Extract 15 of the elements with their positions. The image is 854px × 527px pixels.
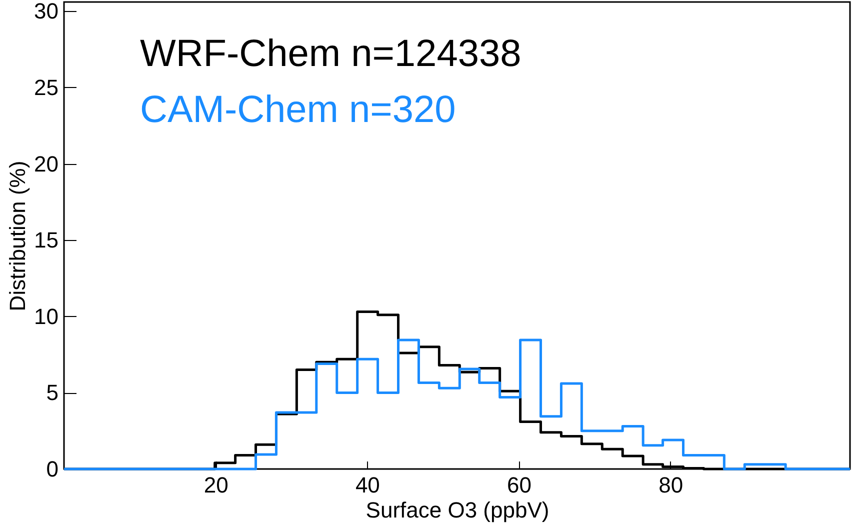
x-tick-label: 40 bbox=[355, 472, 380, 498]
y-tick-label: 0 bbox=[46, 456, 58, 482]
x-axis-title: Surface O3 (ppbV) bbox=[366, 498, 550, 522]
x-tick-label: 20 bbox=[204, 472, 228, 498]
y-tick-label: 25 bbox=[34, 74, 58, 100]
x-tick-label: 60 bbox=[507, 472, 532, 498]
text: CAM-Chem n=320 bbox=[140, 89, 456, 131]
y-tick-label: 30 bbox=[34, 0, 58, 24]
y-tick-label: 15 bbox=[34, 228, 58, 253]
text: WRF-Chem n=124338 bbox=[140, 33, 522, 75]
x-tick-label: 80 bbox=[658, 472, 684, 498]
y-tick-label: 5 bbox=[46, 380, 58, 406]
y-tick-label: 10 bbox=[34, 304, 58, 329]
y-tick-label: 20 bbox=[34, 151, 58, 176]
y-axis-title: Distribution (%) bbox=[5, 160, 30, 312]
